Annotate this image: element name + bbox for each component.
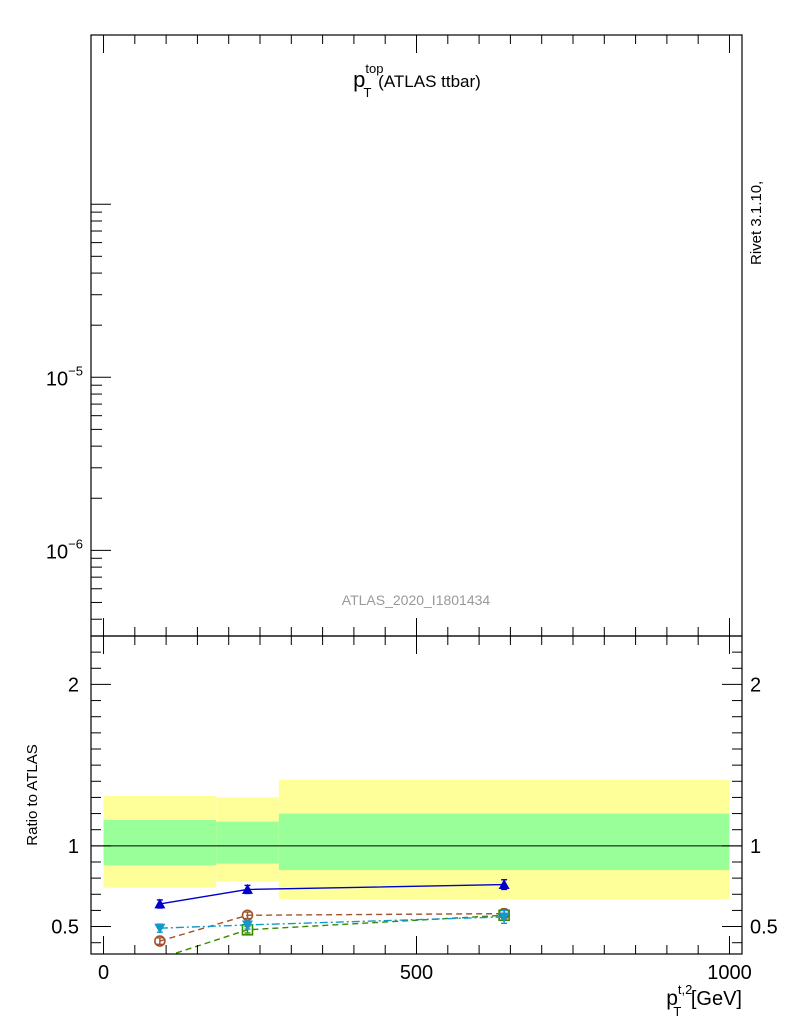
data-point	[498, 912, 510, 923]
y-tick-base: 10	[46, 368, 68, 390]
top-panel-ticks	[91, 35, 730, 636]
title-subscript: T	[363, 85, 371, 100]
y-tick-label-right: 2	[750, 674, 761, 696]
x-tick-labels: 0 500 1000	[98, 962, 752, 984]
y-tick-label: 0.5	[51, 917, 79, 939]
ratio-y-axis-label: Ratio to ATLAS	[24, 744, 41, 845]
xlabel-superscript: t,2	[678, 982, 692, 997]
top-panel-frame	[90, 34, 743, 637]
title-superscript: top	[365, 61, 383, 76]
x-tick-label: 500	[400, 962, 433, 984]
band-inner	[103, 820, 217, 866]
mc-series	[124, 879, 510, 974]
y-tick-base: 10	[46, 541, 68, 563]
x-tick-label: 0	[98, 962, 109, 984]
data-point	[498, 879, 510, 889]
data-point	[241, 883, 253, 894]
band-inner	[278, 813, 730, 871]
data-point	[124, 964, 134, 974]
xlabel-subscript: T	[673, 1004, 681, 1019]
y-tick-label: 10−6	[46, 536, 83, 563]
chart-title: ptop T (ATLAS ttbar)	[353, 61, 481, 100]
side-label: Rivet 3.1.10,	[748, 181, 765, 265]
ratio-panel-ticks	[91, 635, 742, 954]
y-tick-exponent: −5	[68, 363, 83, 378]
y-tick-label: 1	[68, 836, 79, 858]
top-panel-y-tick-labels: 10−610−5	[46, 363, 83, 563]
y-tick-label-right: 0.5	[750, 917, 778, 939]
series-line	[159, 916, 505, 929]
y-tick-exponent: −6	[68, 536, 83, 551]
xlabel-main: p	[666, 987, 678, 1010]
x-tick-label: 1000	[707, 962, 752, 984]
data-point	[154, 898, 166, 909]
y-tick-label: 10−5	[46, 363, 83, 390]
y-tick-label-right: 1	[750, 836, 761, 858]
data-point	[154, 935, 166, 947]
data-point	[154, 923, 166, 934]
title-main: p	[353, 67, 365, 92]
band-inner	[216, 821, 279, 864]
uncertainty-bands	[103, 779, 730, 900]
x-axis-label: pt,2 T [GeV]	[666, 982, 742, 1019]
xlabel-suffix: [GeV]	[685, 988, 742, 1010]
data-point	[241, 920, 253, 931]
ratio-y-tick-labels: 0.5 0.5 1 1 2 2	[51, 674, 778, 938]
title-suffix: (ATLAS ttbar)	[373, 72, 480, 91]
y-tick-label: 2	[68, 674, 79, 696]
analysis-label: ATLAS_2020_I1801434	[342, 592, 491, 608]
